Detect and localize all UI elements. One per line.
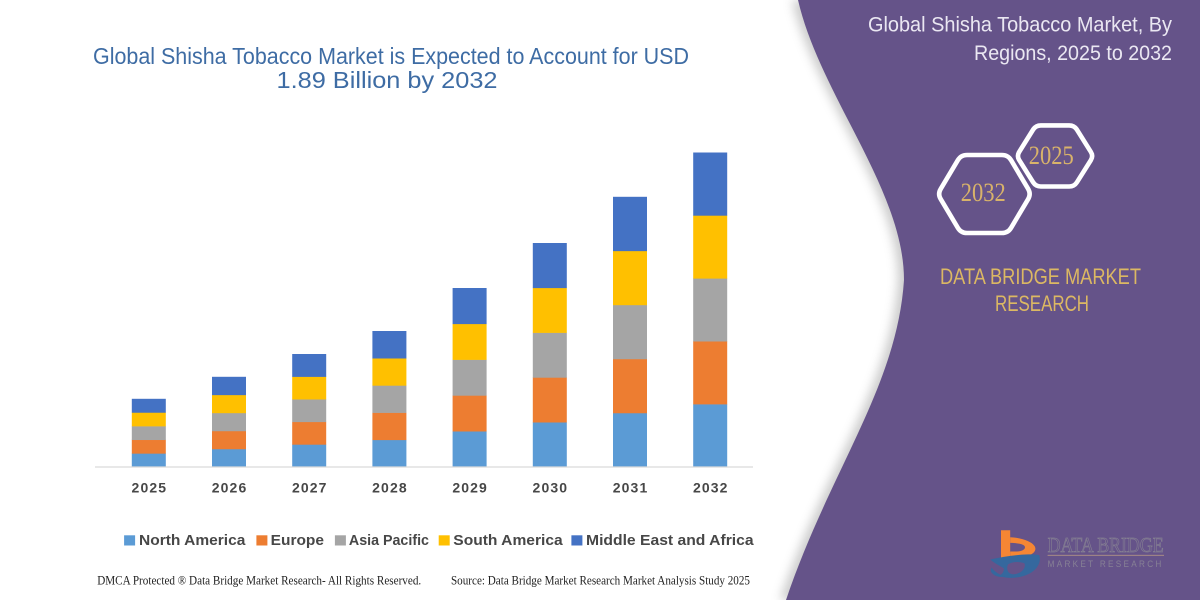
svg-text:Europe: Europe [271,533,324,549]
svg-text:2027: 2027 [292,480,327,496]
svg-text:2025: 2025 [1029,141,1074,170]
svg-text:Middle East and Africa: Middle East and Africa [586,533,755,549]
svg-text:2028: 2028 [372,480,407,496]
svg-text:DATA BRIDGE: DATA BRIDGE [1048,533,1164,557]
svg-text:Global Shisha Tobacco Market,: Global Shisha Tobacco Market, By [868,14,1172,37]
svg-text:North America: North America [139,533,246,549]
svg-text:DATA BRIDGE MARKET: DATA BRIDGE MARKET [940,264,1141,289]
svg-text:Regions, 2025 to 2032: Regions, 2025 to 2032 [974,42,1172,65]
svg-text:MARKET RESEARCH: MARKET RESEARCH [1048,559,1164,569]
svg-text:South America: South America [453,533,563,549]
svg-text:Asia Pacific: Asia Pacific [349,533,429,549]
svg-text:2029: 2029 [452,480,487,496]
svg-text:2025: 2025 [132,480,167,496]
svg-text:2030: 2030 [533,480,568,496]
svg-text:Source: Data Bridge Market Res: Source: Data Bridge Market Research Mark… [451,574,750,588]
svg-text:2026: 2026 [212,480,247,496]
svg-text:2032: 2032 [961,178,1006,207]
svg-text:2032: 2032 [693,480,728,496]
svg-text:1.89 Billion by 2032: 1.89 Billion by 2032 [277,67,498,93]
svg-text:2031: 2031 [613,480,648,496]
svg-text:Global Shisha Tobacco Market i: Global Shisha Tobacco Market is Expected… [93,43,689,69]
svg-text:RESEARCH: RESEARCH [995,291,1089,316]
svg-text:DMCA Protected ® Data Bridge M: DMCA Protected ® Data Bridge Market Rese… [97,574,421,588]
